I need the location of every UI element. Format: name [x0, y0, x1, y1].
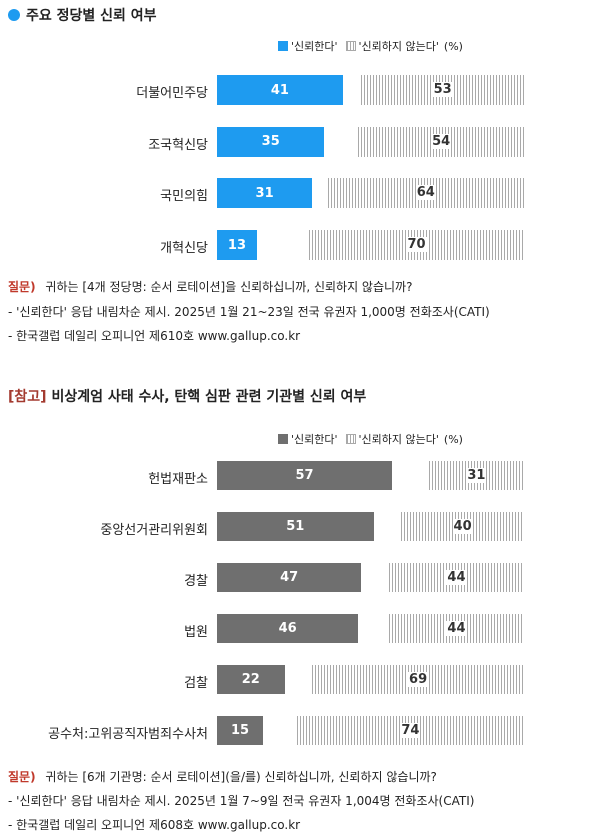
bar-trust-value: 47 [280, 570, 299, 585]
bar-distrust-value: 44 [446, 620, 467, 636]
chart2-question: 질문) 귀하는 [6개 기관명: 순서 로테이션](을/를) 신뢰하십니까, 신… [8, 768, 437, 785]
bar-trust-value: 41 [270, 82, 289, 98]
bar-distrust [309, 230, 524, 261]
chart2-title-tag: [참고] [8, 389, 47, 405]
legend-trust-label: '신뢰한다' [291, 433, 338, 446]
category-label: 중앙선거관리위원회 [100, 522, 208, 538]
bullet-dot-icon [8, 9, 20, 21]
bar-trust-value: 13 [227, 237, 246, 253]
chart1-title-text: 주요 정당별 신뢰 여부 [26, 8, 157, 24]
category-label: 헌법재판소 [148, 471, 208, 487]
bar-distrust-value: 54 [431, 133, 452, 149]
bar-distrust-value: 53 [432, 82, 453, 97]
question-text: 귀하는 [4개 정당명: 순서 로테이션]을 신뢰하십니까, 신뢰하지 않습니까… [45, 280, 413, 294]
bar-trust-value: 15 [230, 723, 250, 738]
chart1-note-method: - '신뢰한다' 응답 내림차순 제시. 2025년 1월 21~23일 전국 … [8, 305, 490, 319]
bar-distrust [388, 614, 524, 643]
bar-trust-value: 22 [241, 672, 260, 687]
bar-distrust-value: 31 [466, 467, 487, 483]
legend-distrust-swatch [345, 434, 356, 444]
chart2-legend: '신뢰한다' '신뢰하지 않는다' (%) [278, 431, 463, 447]
bar-distrust-value: 69 [408, 671, 429, 687]
bar-trust: 31 [217, 178, 313, 209]
category-label: 공수처:고위공직자범죄수사처 [48, 726, 208, 742]
legend-trust-swatch [278, 434, 288, 444]
bar-distrust-value: 44 [446, 569, 467, 585]
bar-trust: 35 [217, 126, 325, 157]
category-label: 법원 [184, 624, 208, 640]
bar-trust: 51 [217, 512, 374, 541]
chart1-legend: '신뢰한다' '신뢰하지 않는다' (%) [278, 38, 463, 54]
bar-distrust [361, 75, 524, 105]
question-text: 귀하는 [6개 기관명: 순서 로테이션](을/를) 신뢰하십니까, 신뢰하지 … [45, 770, 437, 784]
bar-trust-value: 35 [261, 134, 280, 150]
legend-distrust-label: '신뢰하지 않는다' [358, 40, 439, 53]
legend-unit: (%) [443, 432, 463, 446]
category-label: 경찰 [184, 573, 208, 589]
question-label: 질문) [8, 280, 36, 294]
category-label: 개혁신당 [160, 241, 208, 257]
category-label: 검찰 [184, 675, 208, 691]
bar-distrust [388, 563, 524, 592]
bar-distrust [428, 461, 524, 490]
bar-trust-value: 51 [286, 519, 305, 534]
legend-distrust-swatch [345, 41, 356, 51]
bar-distrust-value: 64 [415, 185, 436, 201]
chart2-title: [참고] 비상계엄 사태 수사, 탄핵 심판 관련 기관별 신뢰 여부 [8, 386, 366, 406]
bar-distrust-value: 40 [452, 518, 473, 534]
category-label: 조국혁신당 [148, 137, 208, 153]
category-label: 국민의힘 [160, 189, 208, 205]
bar-distrust-value: 70 [406, 237, 427, 253]
bar-trust: 13 [217, 230, 257, 261]
chart1-note-source: - 한국갤럽 데일리 오피니언 제610호 www.gallup.co.kr [8, 329, 301, 343]
bar-distrust [401, 512, 524, 541]
legend-unit: (%) [443, 39, 463, 53]
question-label: 질문) [8, 770, 36, 784]
legend-trust-label: '신뢰한다' [291, 40, 338, 53]
bar-trust-value: 46 [278, 621, 297, 636]
category-label: 더불어민주당 [136, 86, 208, 101]
chart2-note-source: - 한국갤럽 데일리 오피니언 제608호 www.gallup.co.kr [8, 818, 301, 832]
bar-trust: 57 [217, 461, 392, 490]
chart2-note-method: - '신뢰한다' 응답 내림차순 제시. 2025년 1월 7~9일 전국 유권… [8, 794, 475, 808]
chart2-title-text: 비상계엄 사태 수사, 탄핵 심판 관련 기관별 신뢰 여부 [51, 389, 367, 405]
chart1-question: 질문) 귀하는 [4개 정당명: 순서 로테이션]을 신뢰하십니까, 신뢰하지 … [8, 278, 412, 295]
bar-trust-value: 57 [295, 468, 314, 483]
bar-trust: 41 [217, 75, 343, 105]
legend-trust-swatch [278, 41, 288, 51]
legend-distrust-label: '신뢰하지 않는다' [358, 433, 439, 446]
chart1-title: 주요 정당별 신뢰 여부 [8, 5, 157, 25]
bar-distrust-value: 74 [400, 722, 421, 738]
bar-trust: 47 [217, 563, 362, 592]
bar-trust: 22 [217, 665, 285, 694]
bar-trust: 46 [217, 614, 359, 643]
bar-trust-value: 31 [255, 185, 274, 201]
bar-trust: 15 [217, 716, 264, 745]
